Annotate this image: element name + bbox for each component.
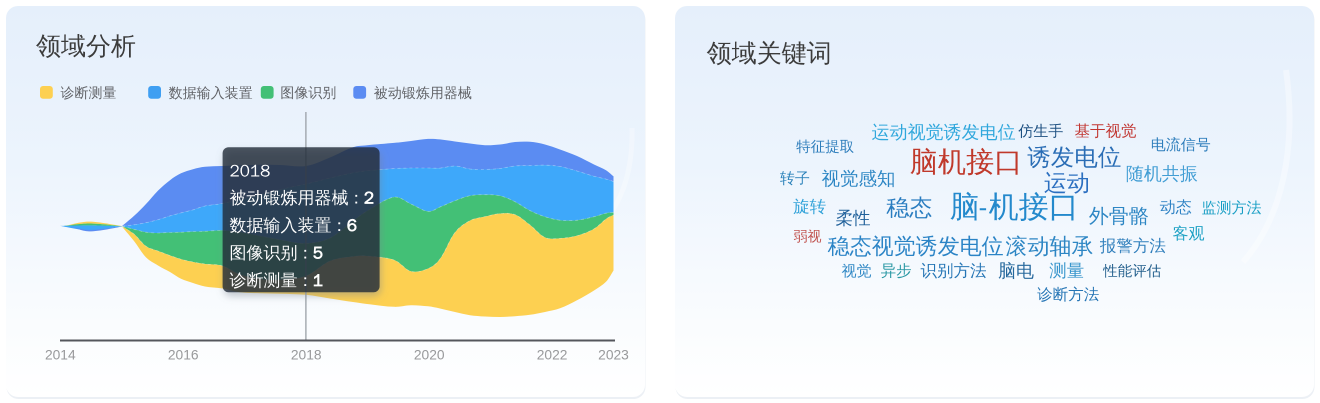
svg-text:2016: 2016: [168, 348, 199, 363]
svg-text:2014: 2014: [45, 348, 76, 363]
svg-text:2020: 2020: [414, 348, 445, 363]
svg-text:2023: 2023: [598, 348, 629, 363]
svg-text:2018: 2018: [291, 348, 322, 363]
svg-text:2022: 2022: [537, 348, 568, 363]
